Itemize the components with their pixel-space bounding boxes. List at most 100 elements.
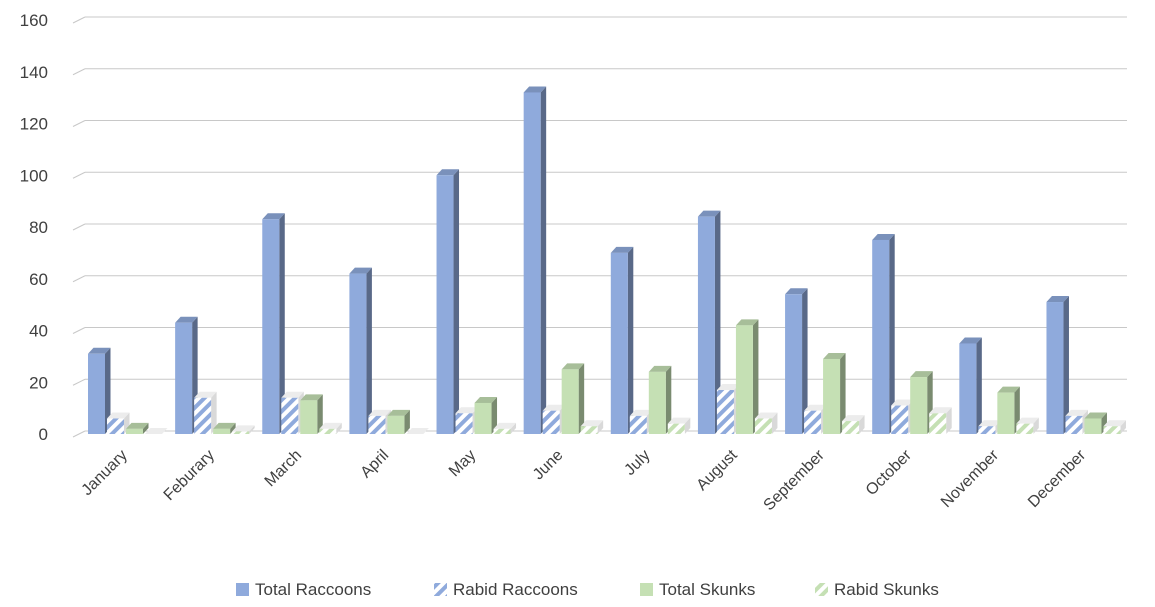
bar: [406, 428, 429, 434]
y-tick-label: 40: [29, 322, 48, 341]
bar-side: [578, 363, 585, 434]
bar-front: [929, 413, 947, 434]
bar-top: [523, 86, 547, 93]
bar: [842, 415, 865, 434]
bar-side: [840, 352, 846, 434]
bar-top: [716, 384, 740, 391]
bar-top: [1016, 417, 1039, 424]
bar-top: [1046, 296, 1069, 303]
bar-front: [175, 322, 193, 434]
bar-front: [610, 252, 628, 434]
bar-front: [281, 397, 299, 434]
bar: [126, 422, 149, 434]
legend-swatch: [640, 583, 653, 596]
bar-side: [404, 409, 410, 434]
bar-side: [453, 169, 460, 434]
bar: [213, 422, 236, 434]
legend-item: Total Skunks: [640, 580, 755, 599]
x-tick-label: January: [79, 447, 131, 499]
bar-front: [997, 392, 1015, 434]
bar-front: [455, 413, 473, 434]
bar-front: [300, 400, 318, 434]
x-tick-label: October: [863, 446, 916, 499]
bar-front: [1065, 415, 1083, 434]
bar-top: [493, 422, 517, 429]
bar: [262, 213, 285, 434]
bar-side: [249, 425, 255, 434]
bar-top: [194, 391, 217, 398]
bar: [474, 396, 498, 434]
y-tick-label: 120: [20, 115, 48, 134]
bar-top: [107, 412, 130, 419]
bar-top: [319, 422, 342, 429]
bar-side: [946, 407, 952, 434]
bar-front: [910, 377, 928, 434]
bar-top: [213, 422, 236, 429]
gridline-depth: [72, 430, 86, 438]
legend-label: Total Raccoons: [255, 580, 371, 599]
bar-side: [665, 365, 672, 434]
bar-front: [823, 358, 841, 434]
bar-front: [842, 421, 860, 434]
legend-item: Rabid Raccoons: [434, 580, 578, 599]
x-tick-label: December: [1025, 446, 1090, 511]
bar-front: [1046, 302, 1064, 434]
x-tick-label: May: [446, 447, 479, 480]
bar-front: [368, 415, 386, 434]
bar-side: [1120, 420, 1126, 434]
bar: [959, 337, 982, 434]
bar-side: [597, 420, 604, 434]
bar-top: [978, 420, 1001, 427]
bar-front: [754, 418, 772, 434]
x-tick-label: November: [938, 446, 1003, 511]
gridline-depth: [72, 68, 86, 76]
bar-front: [387, 415, 405, 434]
bar-side: [279, 213, 285, 434]
bar-top: [1103, 420, 1126, 427]
bar: [667, 417, 691, 434]
bar: [232, 425, 255, 434]
bar-top: [754, 412, 778, 419]
bar-front: [1103, 426, 1121, 434]
bar: [493, 422, 517, 434]
bar-side: [859, 415, 865, 434]
bar: [872, 233, 895, 434]
bar-top: [997, 386, 1020, 393]
bar-front: [580, 426, 598, 434]
x-tick-label: August: [694, 446, 742, 494]
bar-front: [126, 428, 143, 434]
bar-front: [629, 415, 647, 434]
bar-top: [697, 210, 721, 217]
x-tick-label: March: [262, 447, 305, 490]
bar: [648, 365, 672, 434]
bar: [561, 363, 585, 434]
gridline-depth: [72, 378, 86, 386]
bar-front: [88, 353, 105, 434]
bar-top: [300, 394, 323, 401]
bar-front: [697, 216, 715, 434]
legend-label: Rabid Skunks: [834, 580, 939, 599]
bar-side: [627, 246, 634, 434]
bar-top: [929, 407, 952, 414]
bar-side: [802, 288, 808, 434]
bar-front: [959, 343, 977, 434]
bar-top: [1084, 412, 1107, 419]
bar-top: [842, 415, 865, 422]
gridline-depth: [72, 120, 86, 127]
bar-top: [145, 428, 168, 434]
bar: [754, 412, 778, 434]
bar-front: [561, 369, 579, 434]
bar-top: [368, 409, 391, 416]
bar-top: [785, 288, 808, 295]
bar: [88, 347, 111, 434]
x-tick-label: April: [358, 447, 393, 482]
bar-top: [126, 422, 149, 429]
bar-top: [610, 246, 634, 253]
bar-side: [889, 233, 895, 434]
bar-side: [540, 86, 547, 434]
bar-top: [436, 169, 460, 176]
bar-top: [281, 391, 304, 398]
bar-front: [872, 239, 890, 434]
gridline-depth: [72, 223, 86, 231]
